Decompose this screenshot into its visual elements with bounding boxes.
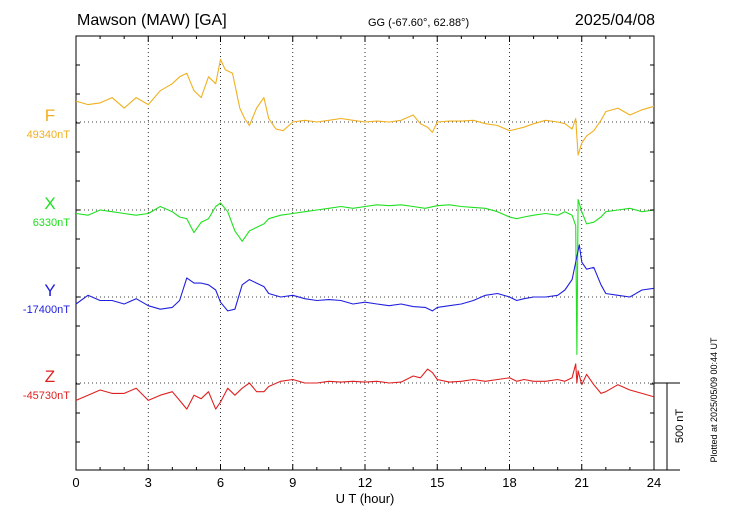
- grid: [76, 36, 654, 470]
- x-axis-ticks: 0 3 6 9 12 15 18 21 24: [72, 36, 661, 490]
- series-baseline-x: 6330nT: [33, 217, 71, 229]
- x-tick-label: 0: [72, 475, 79, 490]
- scale-bar: [654, 382, 680, 471]
- coordinates-label: GG (-67.60°, 62.88°): [368, 17, 469, 29]
- date-label: 2025/04/08: [575, 12, 655, 29]
- series-line-z: [75, 363, 655, 410]
- x-tick-label: 9: [289, 475, 296, 490]
- series-baseline-f: 49340nT: [27, 129, 71, 141]
- series-line-x: [75, 199, 655, 355]
- series-labels: F 49340nT X 6330nT Y -17400nT Z -45730nT: [23, 106, 70, 402]
- series-name-x: X: [44, 194, 55, 213]
- x-tick-label: 21: [575, 475, 589, 490]
- x-tick-label: 6: [217, 475, 224, 490]
- station-title: Mawson (MAW) [GA]: [77, 12, 227, 29]
- series-name-y: Y: [44, 281, 55, 300]
- series-name-z: Z: [45, 367, 55, 386]
- x-tick-label: 15: [430, 475, 444, 490]
- plotted-timestamp: Plotted at 2025/05/09 00:44 UT: [709, 337, 719, 463]
- series-layer: [75, 58, 655, 410]
- series-line-y: [75, 244, 655, 312]
- x-tick-label: 3: [145, 475, 152, 490]
- x-axis-label: U T (hour): [336, 491, 395, 506]
- x-tick-label: 24: [647, 475, 661, 490]
- scale-bar-label: 500 nT: [674, 409, 686, 444]
- series-name-f: F: [45, 106, 55, 125]
- series-baseline-y: -17400nT: [23, 304, 70, 316]
- series-baseline-z: -45730nT: [23, 390, 70, 402]
- x-tick-label: 12: [358, 475, 372, 490]
- series-line-f: [75, 58, 655, 156]
- x-tick-label: 18: [502, 475, 516, 490]
